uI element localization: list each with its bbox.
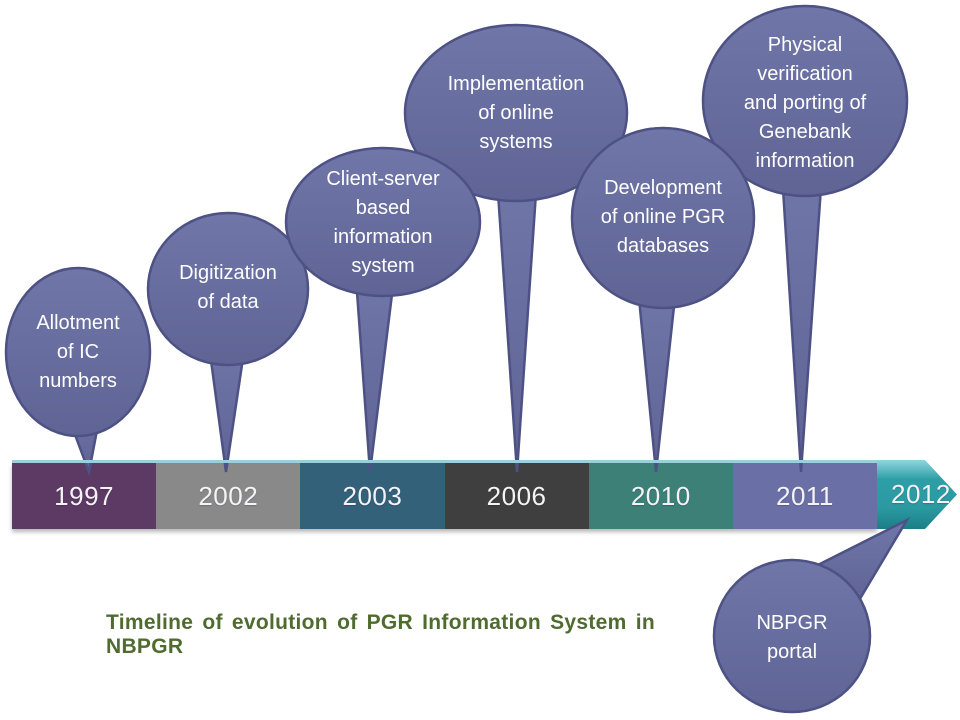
balloon-tail-2010 xyxy=(636,286,678,473)
balloon-tail-2002 xyxy=(206,336,248,473)
year-label: 2006 xyxy=(486,480,547,511)
timeline-segment-2006: 2006 xyxy=(444,463,589,529)
balloon-label-2006: Implementation of online systems xyxy=(447,72,585,153)
year-label: 2010 xyxy=(630,480,691,511)
year-label: 2003 xyxy=(342,480,403,511)
balloon-label-1997: Allotment of IC numbers xyxy=(36,311,120,392)
year-label: 2002 xyxy=(198,480,259,511)
balloon-label-2011: Physical verification and porting of Gen… xyxy=(743,34,867,172)
balloon-tail-2006 xyxy=(495,176,539,473)
year-label: 2012 xyxy=(891,479,951,509)
timeline-segment-1997: 1997 xyxy=(12,463,157,529)
timeline-bar: 1997 2002 2003 2006 2010 2011 xyxy=(12,463,878,529)
balloon-tail-2011 xyxy=(780,171,824,473)
balloon-label-2012: NBPGR portal xyxy=(756,612,828,663)
bar-top-highlight xyxy=(12,460,877,463)
timeline-caption: Timeline of evolution of PGR Information… xyxy=(106,611,655,658)
balloon-label-2003: Client-server based information system xyxy=(326,168,440,277)
timeline-segment-2002: 2002 xyxy=(156,463,301,529)
balloon-tail-2012 xyxy=(809,516,911,604)
timeline-arrow-2012: 2012 xyxy=(877,460,957,529)
year-label: 1997 xyxy=(54,480,114,511)
timeline-segment-2010: 2010 xyxy=(588,463,733,529)
balloon-label-2002: Digitization of data xyxy=(179,262,277,313)
year-label: 2011 xyxy=(775,480,834,511)
balloon-label-2010: Development of online PGR databases xyxy=(600,176,726,257)
balloon-tail-2003 xyxy=(354,276,396,473)
timeline-segment-2003: 2003 xyxy=(300,463,445,529)
timeline-segment-2011: 2011 xyxy=(732,463,878,529)
